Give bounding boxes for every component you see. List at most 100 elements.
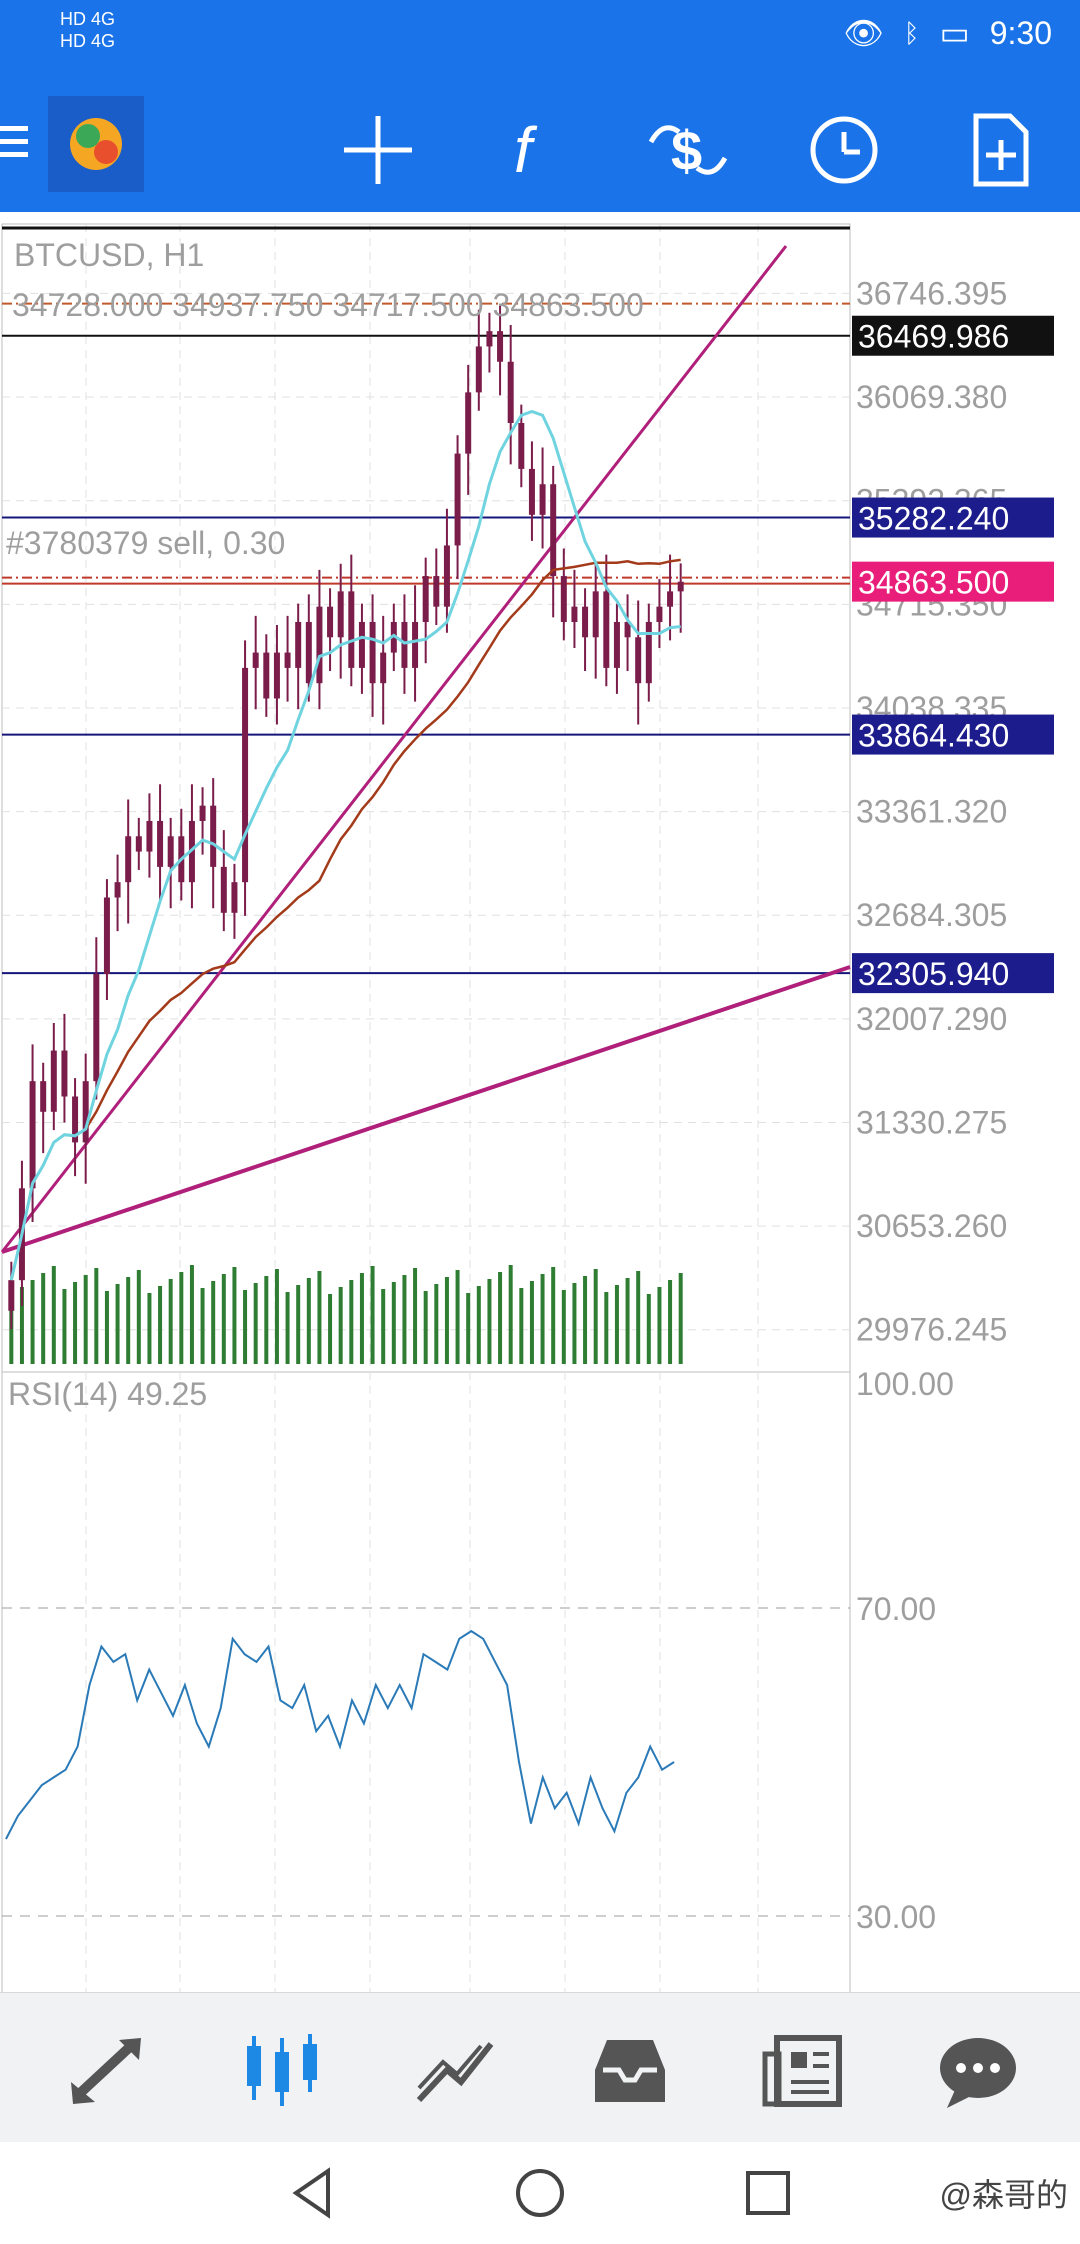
crosshair-icon[interactable] — [328, 100, 428, 200]
candle-body — [667, 591, 674, 607]
price-tag-label: 34863.500 — [858, 565, 1009, 601]
candle-body — [157, 820, 164, 867]
new-order-icon[interactable] — [950, 100, 1050, 200]
candle-body — [571, 606, 578, 622]
candle-body — [550, 484, 557, 577]
trade-arrows-icon[interactable] — [48, 2015, 168, 2125]
candle-body — [231, 882, 238, 913]
trend-lines — [0, 245, 851, 1254]
volume-bar — [423, 1291, 428, 1364]
candle-body — [29, 1081, 36, 1189]
candle-body — [635, 637, 642, 684]
volume-bar — [30, 1280, 35, 1364]
candle-body — [295, 621, 302, 668]
grid — [2, 224, 850, 2150]
volume-bar — [434, 1284, 439, 1364]
price-chart[interactable]: 36746.39536069.38035392.36534715.3503403… — [0, 212, 1080, 2191]
news-icon[interactable] — [744, 2015, 864, 2125]
candle-body — [103, 897, 110, 975]
candle-body — [518, 422, 525, 469]
candle-body — [337, 591, 344, 638]
candle-body — [135, 836, 142, 852]
price-axis-label: 33361.320 — [856, 794, 1007, 830]
svg-text:f: f — [514, 114, 538, 186]
candle-body — [582, 606, 589, 638]
price-axis-label: 31330.275 — [856, 1104, 1007, 1140]
candle-body — [603, 591, 610, 668]
candle-body — [220, 866, 227, 913]
clock-time: 9:30 — [989, 14, 1052, 51]
candle-body — [465, 392, 472, 454]
candle-body — [507, 361, 514, 423]
candle-body — [486, 331, 493, 347]
price-axis-label: 30653.260 — [856, 1208, 1007, 1244]
chart-line-icon[interactable] — [396, 2015, 516, 2125]
volume-bar — [338, 1287, 343, 1364]
back-icon[interactable] — [272, 2158, 352, 2228]
rsi-axis-label: 70.00 — [856, 1591, 936, 1627]
clock-icon[interactable] — [794, 100, 894, 200]
price-tag-label: 35282.240 — [858, 501, 1009, 537]
candle-body — [327, 606, 334, 638]
candle-body — [252, 652, 259, 668]
rsi-line — [5, 1629, 675, 1840]
home-icon[interactable] — [500, 2158, 580, 2228]
volume-bar — [636, 1271, 641, 1364]
candle-body — [50, 1050, 57, 1112]
candle-body — [146, 820, 153, 852]
price-axis-label: 36069.380 — [856, 379, 1007, 415]
candle-body — [677, 581, 684, 592]
volume-bar — [593, 1269, 598, 1364]
volume-bar — [487, 1279, 492, 1364]
volume-bar — [476, 1286, 481, 1364]
candle-body — [125, 836, 132, 883]
volume-bar — [147, 1293, 152, 1364]
trend-line-shallow[interactable] — [1, 965, 851, 1254]
volume-bar — [221, 1274, 226, 1364]
candle-body — [284, 652, 291, 668]
volume-bar — [41, 1273, 46, 1364]
price-axis-label: 36746.395 — [856, 275, 1007, 311]
chat-icon[interactable] — [918, 2015, 1038, 2125]
candle-body — [624, 621, 631, 638]
candle-body — [263, 652, 270, 699]
candle-body — [93, 974, 100, 1082]
volume-bar — [136, 1270, 141, 1364]
candle-body — [539, 484, 546, 515]
volume-bar — [657, 1287, 662, 1364]
volume-bar — [572, 1283, 577, 1364]
rsi-label: RSI(14) 49.25 — [8, 1376, 207, 1412]
trade-dollar-icon[interactable]: $ — [638, 100, 738, 200]
volume-bar — [211, 1281, 216, 1364]
volume-bar — [73, 1282, 78, 1364]
menu-icon[interactable] — [0, 122, 30, 162]
signal-2: HD 4G — [60, 31, 116, 51]
inbox-icon[interactable] — [570, 2015, 690, 2125]
candle-body — [369, 621, 376, 684]
volume-bar — [540, 1274, 545, 1364]
app-logo[interactable] — [48, 96, 144, 192]
volume-bar — [328, 1294, 333, 1364]
indicator-f-icon[interactable]: f — [482, 100, 582, 200]
candle-body — [560, 576, 567, 622]
price-tag-label: 33864.430 — [858, 718, 1009, 754]
candles-icon[interactable] — [222, 2015, 342, 2125]
volume-bar — [551, 1267, 556, 1364]
chart-area[interactable]: 36746.39536069.38035392.36534715.3503403… — [0, 212, 1080, 2191]
trend-line-steep[interactable] — [0, 245, 788, 1253]
candles — [8, 303, 684, 1330]
volume-bar — [349, 1280, 354, 1364]
volume-bar — [519, 1288, 524, 1364]
candle-body — [273, 652, 280, 699]
volume-bar — [381, 1289, 386, 1364]
price-tag-label: 36469.986 — [858, 319, 1009, 355]
price-tag — [852, 561, 1054, 602]
volume-bar — [126, 1277, 131, 1364]
candle-body — [412, 621, 419, 668]
candle-body — [390, 621, 397, 653]
system-navigation: @森哥的 — [0, 2142, 1080, 2244]
recents-icon[interactable] — [728, 2158, 808, 2228]
volume-bar — [370, 1266, 375, 1364]
signal-indicators: HD 4G HD 4G — [60, 8, 115, 52]
order-label: #3780379 sell, 0.30 — [6, 525, 285, 561]
